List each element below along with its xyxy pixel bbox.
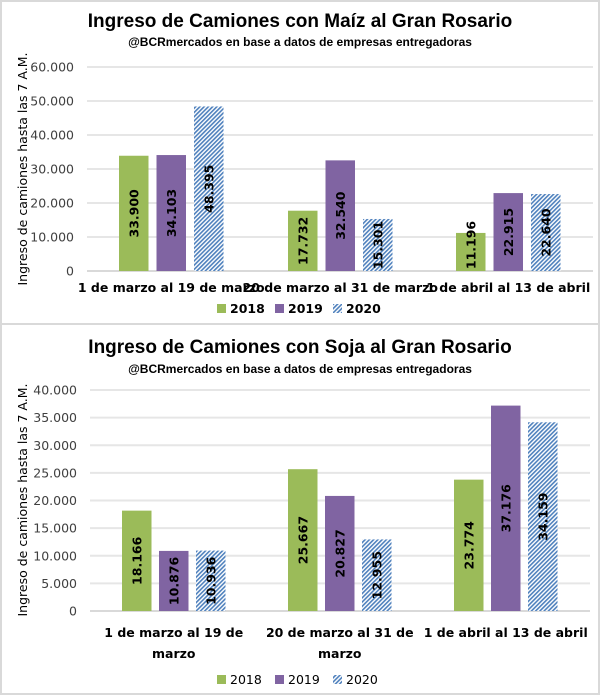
legend-label-2019: 2019 [288,301,323,316]
legend-swatch-2020 [333,304,342,313]
data-label: 10.876 [166,557,181,606]
data-label: 15.301 [370,221,385,269]
data-label: 34.159 [535,493,550,541]
legend-label-2018: 2018 [230,301,265,316]
x-category-label: 1 de abril al 13 de abril [426,280,590,295]
bar-2020 [196,550,226,611]
legend-swatch-2018 [217,304,226,313]
y-tick-label: 20.000 [30,196,74,211]
legend-swatch-2019 [275,675,284,684]
data-label: 10.936 [203,556,218,605]
maiz-chart: Ingreso de Camiones con Maíz al Gran Ros… [15,11,593,316]
bar-2018 [288,210,318,271]
legend-swatch-2020 [333,675,342,684]
bar-2019 [159,550,189,611]
bar-2018 [119,155,149,271]
data-label: 18.166 [129,536,144,585]
x-category-label: 1 de abril al 13 de abril [424,625,588,640]
y-tick-label: 50.000 [30,94,74,109]
chart-title: Ingreso de Camiones con Soja al Gran Ros… [88,337,511,358]
bar-2019 [325,160,355,271]
y-tick-label: 30.000 [30,162,74,177]
bar-2018 [456,232,486,271]
data-label: 23.774 [461,521,476,570]
data-label: 17.732 [295,217,310,265]
data-label: 22.915 [501,208,516,256]
data-label: 22.640 [538,208,553,257]
legend-label-2019: 2019 [288,672,320,687]
y-tick-label: 0 [66,264,74,279]
bar-2019 [493,193,523,271]
bar-2019 [156,155,186,271]
y-tick-label: 25.000 [33,465,77,480]
bar-2020 [194,106,224,271]
y-tick-label: 40.000 [30,128,74,143]
data-label: 37.176 [498,484,513,533]
data-label: 48.395 [201,165,216,213]
x-category-label: 20 de marzo al 31 de [266,625,414,640]
bar-2020 [362,539,392,611]
chart-title: Ingreso de Camiones con Maíz al Gran Ros… [88,11,512,32]
y-axis-label: Ingreso de camiones hasta las 7 A.M. [15,384,30,617]
legend-label-2020: 2020 [346,672,378,687]
legend-swatch-2018 [217,675,226,684]
x-category-label: marzo [152,646,196,661]
y-axis-label: Ingreso de camiones hasta las 7 A.M. [15,53,30,286]
y-tick-label: 10.000 [30,230,74,245]
bar-2018 [454,479,484,611]
y-tick-label: 10.000 [33,548,77,563]
bar-2020 [531,194,561,271]
y-tick-label: 20.000 [33,493,77,508]
data-label: 25.667 [295,516,310,564]
data-label: 12.955 [369,551,384,599]
bar-2018 [122,510,152,611]
y-tick-label: 5.000 [41,576,77,591]
bar-2020 [528,422,558,611]
legend-label-2018: 2018 [230,672,262,687]
chart-subtitle: @BCRmercados en base a datos de empresas… [128,35,472,49]
data-label: 11.196 [463,221,478,270]
y-tick-label: 35.000 [33,410,77,425]
data-label: 32.540 [333,191,348,240]
bar-2020 [363,218,393,271]
chart-subtitle: @BCRmercados en base a datos de empresas… [128,362,472,376]
bar-2019 [491,405,521,611]
x-category-label: 20 de marzo al 31 de marzo [243,280,439,295]
data-label: 33.900 [126,189,141,238]
y-tick-label: 60.000 [30,60,74,75]
legend-swatch-2019 [275,304,284,313]
y-tick-label: 30.000 [33,438,77,453]
bar-2019 [325,495,355,611]
data-label: 20.827 [332,529,347,577]
x-category-label: marzo [318,646,362,661]
legend-label-2020: 2020 [346,301,381,316]
y-tick-label: 40.000 [33,383,77,398]
x-category-label: 1 de marzo al 19 de [104,625,243,640]
y-tick-label: 0 [69,604,77,619]
chart-divider [0,323,600,325]
bar-2018 [288,469,318,611]
y-tick-label: 15.000 [33,521,77,536]
data-label: 34.103 [164,189,179,237]
soja-chart: Ingreso de Camiones con Soja al Gran Ros… [15,337,590,687]
x-category-label: 1 de marzo al 19 de marzo [78,280,265,295]
